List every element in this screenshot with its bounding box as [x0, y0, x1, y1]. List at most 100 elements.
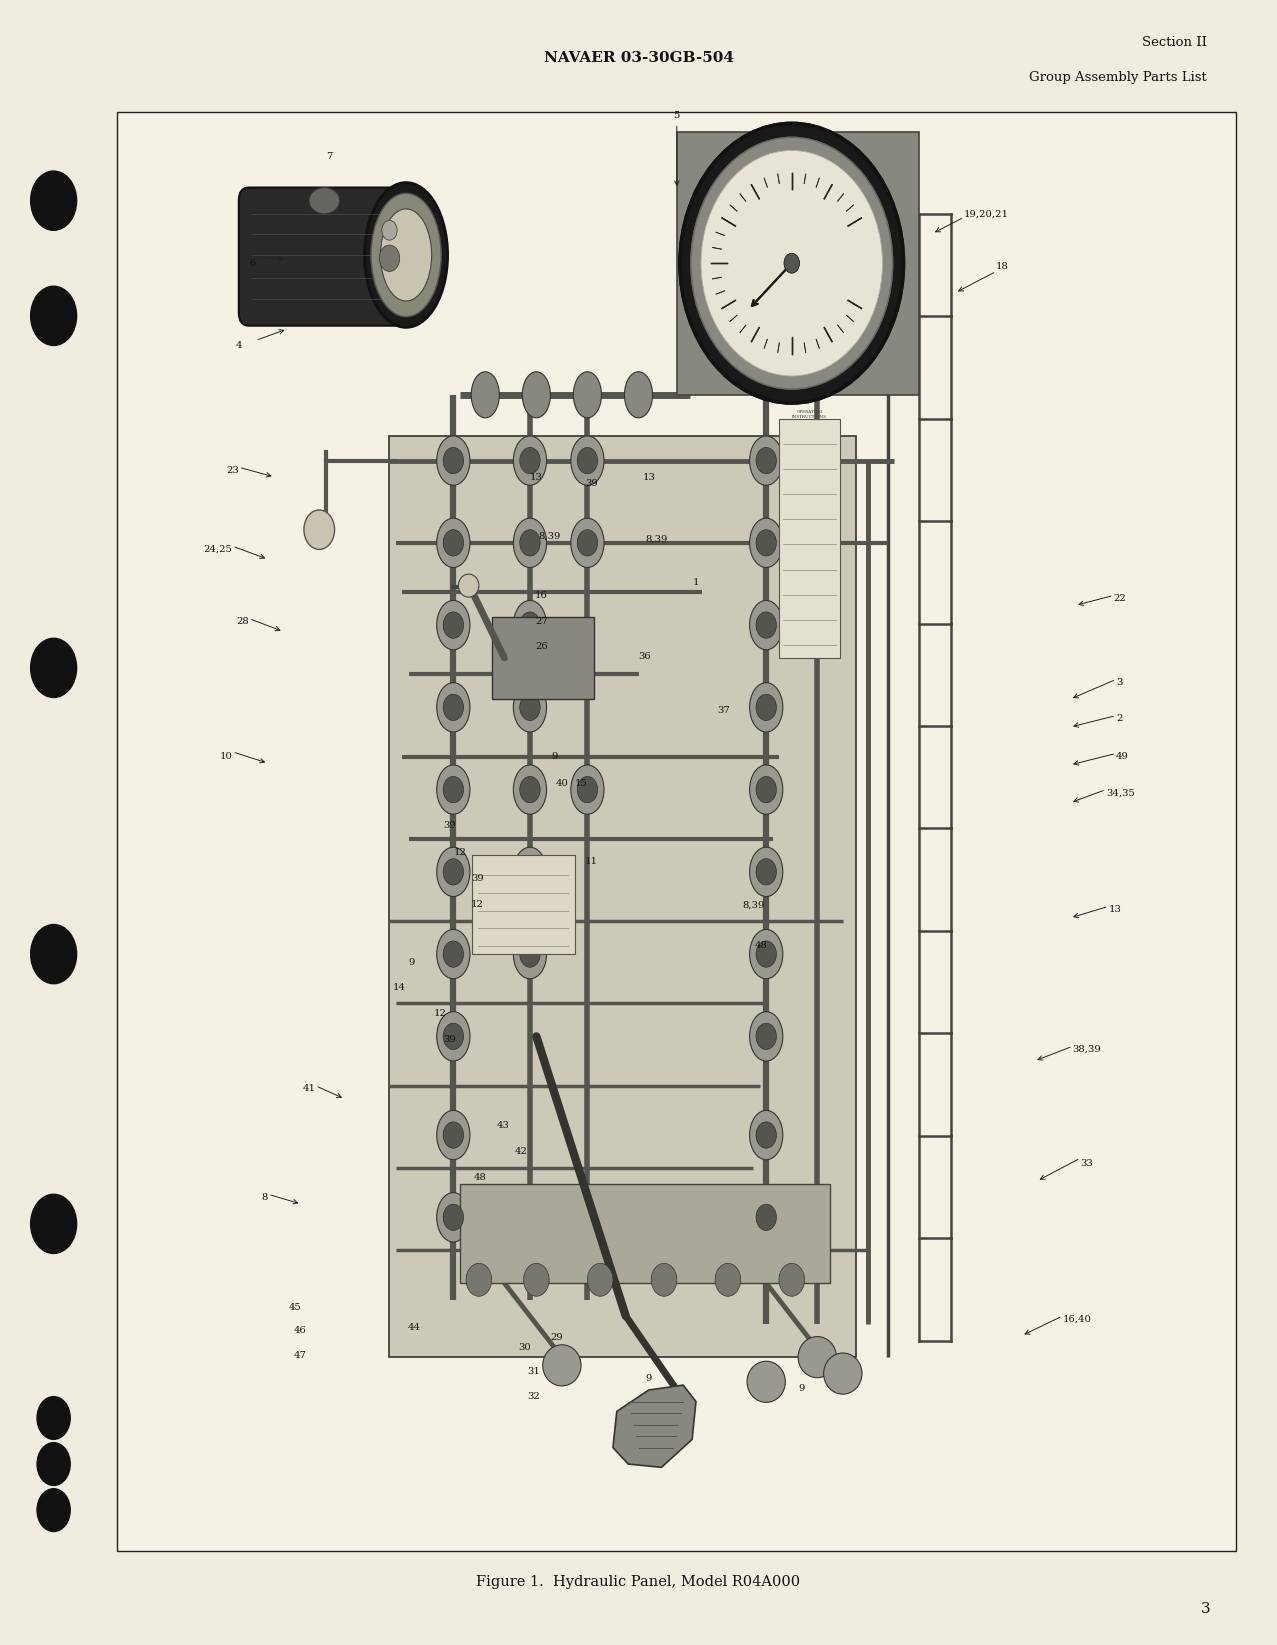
Ellipse shape — [824, 1352, 862, 1393]
Ellipse shape — [309, 188, 340, 214]
Circle shape — [520, 859, 540, 885]
Circle shape — [756, 694, 776, 721]
Ellipse shape — [701, 150, 882, 377]
Circle shape — [779, 1263, 805, 1296]
Ellipse shape — [437, 1193, 470, 1242]
Text: 39: 39 — [443, 1035, 456, 1045]
Ellipse shape — [437, 600, 470, 650]
Ellipse shape — [571, 518, 604, 568]
Ellipse shape — [437, 765, 470, 814]
Circle shape — [756, 941, 776, 967]
Text: 9: 9 — [409, 957, 415, 967]
Text: 39: 39 — [585, 479, 598, 489]
Circle shape — [37, 1443, 70, 1485]
Ellipse shape — [750, 600, 783, 650]
Text: OPERATING
INSTRUCTIONS: OPERATING INSTRUCTIONS — [792, 410, 827, 419]
Text: 10: 10 — [220, 752, 232, 762]
Ellipse shape — [691, 138, 893, 388]
Ellipse shape — [750, 1110, 783, 1160]
Text: 11: 11 — [585, 857, 598, 867]
Text: 24,25: 24,25 — [203, 544, 232, 554]
Text: 39: 39 — [471, 873, 484, 883]
Ellipse shape — [750, 683, 783, 732]
Bar — [389, 436, 856, 1357]
FancyBboxPatch shape — [239, 188, 412, 326]
Text: Section II: Section II — [1142, 36, 1207, 49]
Text: 9: 9 — [646, 1374, 651, 1383]
Text: 14: 14 — [393, 982, 406, 992]
Text: 49: 49 — [1116, 752, 1129, 762]
Ellipse shape — [701, 150, 882, 377]
Circle shape — [520, 612, 540, 638]
Circle shape — [784, 253, 799, 273]
Text: 37: 37 — [718, 706, 730, 716]
Text: 43: 43 — [497, 1120, 510, 1130]
Text: 39: 39 — [443, 821, 456, 831]
Text: 42: 42 — [515, 1147, 527, 1156]
Text: 8,39: 8,39 — [742, 900, 765, 910]
Text: 3: 3 — [1200, 1602, 1211, 1615]
Circle shape — [784, 253, 799, 273]
Text: 3: 3 — [1116, 678, 1122, 688]
Ellipse shape — [513, 518, 547, 568]
Ellipse shape — [522, 372, 550, 418]
Circle shape — [466, 1263, 492, 1296]
Circle shape — [443, 776, 464, 803]
Circle shape — [443, 694, 464, 721]
Ellipse shape — [801, 600, 834, 650]
Circle shape — [756, 612, 776, 638]
Ellipse shape — [437, 436, 470, 485]
Text: 45: 45 — [289, 1303, 301, 1313]
Ellipse shape — [750, 518, 783, 568]
Ellipse shape — [437, 929, 470, 979]
Text: 38,39: 38,39 — [1073, 1045, 1102, 1054]
Text: 34,35: 34,35 — [1106, 788, 1135, 798]
Text: 26: 26 — [535, 642, 548, 651]
Text: 13: 13 — [530, 472, 543, 482]
Ellipse shape — [573, 372, 601, 418]
Text: 5: 5 — [674, 110, 679, 120]
Text: 12: 12 — [453, 847, 466, 857]
Circle shape — [443, 859, 464, 885]
Text: 27: 27 — [535, 617, 548, 627]
Text: 12: 12 — [434, 1008, 447, 1018]
Ellipse shape — [458, 574, 479, 597]
Circle shape — [756, 1204, 776, 1230]
Circle shape — [577, 447, 598, 474]
Text: 9: 9 — [552, 752, 557, 762]
Text: 2: 2 — [1116, 714, 1122, 724]
Circle shape — [520, 530, 540, 556]
Text: 8,39: 8,39 — [645, 535, 668, 544]
Text: 30: 30 — [518, 1342, 531, 1352]
Bar — [460, 1184, 830, 1283]
Text: 40: 40 — [555, 778, 568, 788]
Circle shape — [756, 859, 776, 885]
Circle shape — [31, 638, 77, 697]
Circle shape — [577, 530, 598, 556]
Text: 13: 13 — [1108, 905, 1121, 915]
Ellipse shape — [798, 1336, 836, 1379]
Polygon shape — [613, 1385, 696, 1467]
Bar — [492, 617, 594, 699]
Ellipse shape — [513, 683, 547, 732]
Circle shape — [31, 171, 77, 230]
Text: 47: 47 — [294, 1351, 306, 1360]
Ellipse shape — [750, 847, 783, 897]
Circle shape — [756, 1122, 776, 1148]
Ellipse shape — [437, 518, 470, 568]
Circle shape — [756, 447, 776, 474]
Ellipse shape — [365, 183, 448, 327]
Circle shape — [31, 1194, 77, 1253]
Circle shape — [304, 510, 335, 549]
Ellipse shape — [624, 372, 653, 418]
Circle shape — [443, 612, 464, 638]
Circle shape — [443, 1204, 464, 1230]
Circle shape — [807, 612, 827, 638]
Circle shape — [520, 776, 540, 803]
Circle shape — [31, 924, 77, 984]
Ellipse shape — [513, 436, 547, 485]
Ellipse shape — [750, 1012, 783, 1061]
Ellipse shape — [543, 1346, 581, 1385]
Text: 12: 12 — [471, 900, 484, 910]
Circle shape — [443, 530, 464, 556]
